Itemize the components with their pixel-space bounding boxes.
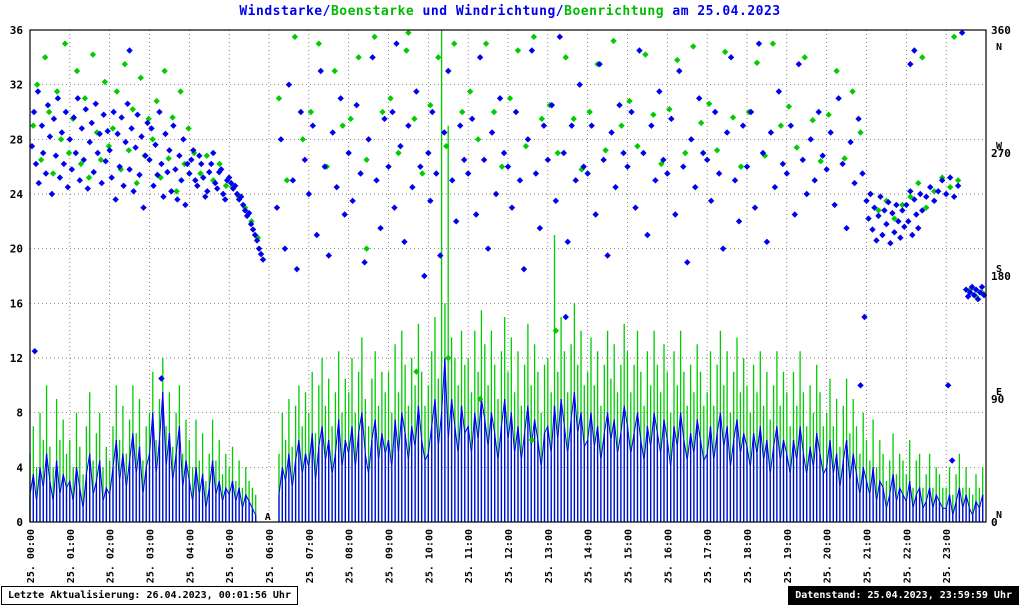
series-boenrichtung xyxy=(29,29,986,444)
time-tick-label: 25. 13:00 xyxy=(544,529,555,583)
left-tick-label: 8 xyxy=(16,407,23,420)
left-axis-labels: 0 4 8 12 16 20 24 28 32 36 xyxy=(10,24,24,529)
series-windstarke xyxy=(29,357,984,522)
time-tick-label: 25. 08:00 xyxy=(345,529,356,583)
compass-letter: N xyxy=(996,42,1002,53)
compass-letter: S xyxy=(996,264,1002,275)
time-tick-label: 25. 12:00 xyxy=(504,529,515,583)
time-tick-label: 25. 23:00 xyxy=(942,529,953,583)
right-tick-label: 270 xyxy=(991,147,1011,160)
time-tick-label: 25. 02:00 xyxy=(106,529,117,583)
right-tick-label: 180 xyxy=(991,270,1011,283)
right-axis-labels: 0 90 180 270 360 N W S E N xyxy=(991,24,1011,529)
time-tick-label: 25. 01:00 xyxy=(66,529,77,583)
left-tick-label: 4 xyxy=(16,461,23,474)
time-tick-label: 25. 09:00 xyxy=(385,529,396,583)
title-middle: und Windrichtung/ xyxy=(414,4,565,19)
time-tick-label: 25. 15:00 xyxy=(624,529,635,583)
compass-letter: E xyxy=(996,387,1002,398)
time-tick-label: 25. 16:00 xyxy=(663,529,674,583)
time-tick-label: 25. 11:00 xyxy=(464,529,475,583)
time-tick-label: 25. 21:00 xyxy=(863,529,874,583)
time-tick-label: 25. 05:00 xyxy=(225,529,236,583)
time-tick-label: 25. 14:00 xyxy=(584,529,595,583)
time-tick-label: 25. 17:00 xyxy=(703,529,714,583)
data-state-text: Datenstand: 25.04.2023, 23:59:59 Uhr xyxy=(795,590,1012,601)
last-update-box: Letzte Aktualisierung: 26.04.2023, 00:01… xyxy=(1,586,298,605)
x-axis-labels: 25. 00:00 25. 01:00 25. 02:00 25. 03:00 25. … xyxy=(26,529,953,583)
right-tick-label: 360 xyxy=(991,24,1011,37)
left-tick-label: 20 xyxy=(10,243,23,256)
right-tick-label: 0 xyxy=(991,516,998,529)
left-tick-label: 0 xyxy=(16,516,23,529)
time-tick-label: 25. 07:00 xyxy=(305,529,316,583)
compass-letter: N xyxy=(996,510,1002,521)
time-tick-label: 25. 18:00 xyxy=(743,529,754,583)
time-tick-label: 25. 22:00 xyxy=(902,529,913,583)
left-tick-label: 28 xyxy=(10,133,23,146)
time-tick-label: 25. 04:00 xyxy=(185,529,196,583)
left-tick-label: 32 xyxy=(10,79,23,92)
time-tick-label: 25. 19:00 xyxy=(783,529,794,583)
right-tick-label: 90 xyxy=(991,393,1004,406)
time-tick-label: 25. 03:00 xyxy=(146,529,157,583)
time-tick-label: 25. 00:00 xyxy=(26,529,37,583)
left-tick-label: 16 xyxy=(10,297,24,310)
left-tick-label: 36 xyxy=(10,24,24,37)
time-tick-label: 25. 10:00 xyxy=(424,529,435,583)
left-tick-label: 12 xyxy=(10,352,23,365)
time-tick-label: 25. 06:00 xyxy=(265,529,276,583)
last-update-text: Letzte Aktualisierung: 26.04.2023, 00:01… xyxy=(8,590,291,601)
gap-marker: A xyxy=(265,512,271,523)
series-boenstarke xyxy=(29,30,984,522)
title-boenrichtung: Boenrichtung xyxy=(564,4,665,19)
gap-marker-label: A xyxy=(265,512,271,523)
compass-letter: W xyxy=(996,141,1003,152)
left-tick-label: 24 xyxy=(10,188,24,201)
title-boenstarke: Boenstarke xyxy=(330,4,415,19)
time-tick-label: 25. 20:00 xyxy=(823,529,834,583)
data-state-box: Datenstand: 25.04.2023, 23:59:59 Uhr xyxy=(788,586,1019,605)
title-windstarke: Windstarke/ xyxy=(239,4,331,19)
series-windrichtung xyxy=(28,29,988,464)
title-date: am 25.04.2023 xyxy=(664,4,781,19)
plot-border xyxy=(29,29,987,523)
chart-title: Windstarke/Boenstarke und Windrichtung/B… xyxy=(0,4,1020,19)
